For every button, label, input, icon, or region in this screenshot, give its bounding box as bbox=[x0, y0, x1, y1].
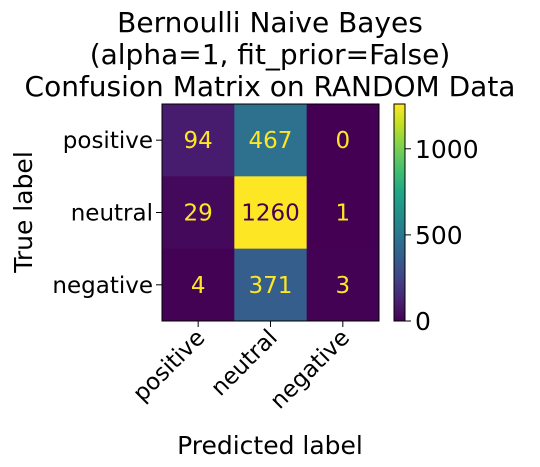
cell-value-label: 3 bbox=[336, 273, 351, 299]
cell-value-label: 94 bbox=[184, 128, 213, 154]
y-axis-label: True label bbox=[9, 151, 38, 274]
colorbar-tick-label: 500 bbox=[415, 221, 463, 250]
chart-title-line-1: Bernoulli Naive Bayes bbox=[117, 6, 423, 39]
colorbar bbox=[393, 103, 406, 322]
chart-title-line-3: Confusion Matrix on RANDOM Data bbox=[25, 70, 516, 103]
y-tick-label: positive bbox=[63, 128, 153, 154]
heatmap-cell bbox=[162, 248, 235, 322]
heatmap-cell bbox=[306, 104, 380, 177]
cell-value-label: 371 bbox=[249, 273, 293, 299]
y-tick-label: negative bbox=[52, 273, 153, 299]
y-tick-label: neutral bbox=[71, 200, 153, 226]
x-tick-label: negative bbox=[266, 325, 356, 415]
heatmap-cells: 94 467 0 29 1260 1 4 371 3 bbox=[162, 104, 380, 322]
heatmap-cell bbox=[234, 176, 308, 250]
heatmap-cell bbox=[234, 248, 308, 322]
y-axis-ticks: positive neutral negative bbox=[52, 128, 162, 299]
x-axis-label: Predicted label bbox=[177, 431, 363, 460]
heatmap-cell bbox=[162, 104, 235, 177]
heatmap-cell bbox=[234, 104, 308, 177]
cell-value-label: 1260 bbox=[241, 200, 300, 226]
heatmap-cell bbox=[306, 176, 380, 250]
colorbar-tick-label: 1000 bbox=[415, 135, 479, 164]
cell-value-label: 467 bbox=[249, 128, 293, 154]
cell-value-label: 0 bbox=[336, 128, 351, 154]
heatmap-cell bbox=[306, 248, 380, 322]
cell-value-label: 29 bbox=[184, 200, 213, 226]
cell-value-label: 1 bbox=[336, 200, 351, 226]
x-tick-label: positive bbox=[128, 325, 210, 407]
chart-title-line-2: (alpha=1, fit_prior=False) bbox=[90, 38, 451, 71]
cell-value-label: 4 bbox=[191, 273, 206, 299]
colorbar-tick-label: 0 bbox=[415, 307, 431, 336]
heatmap-cell bbox=[162, 176, 235, 250]
colorbar-ticks: 0 500 1000 bbox=[405, 135, 479, 336]
